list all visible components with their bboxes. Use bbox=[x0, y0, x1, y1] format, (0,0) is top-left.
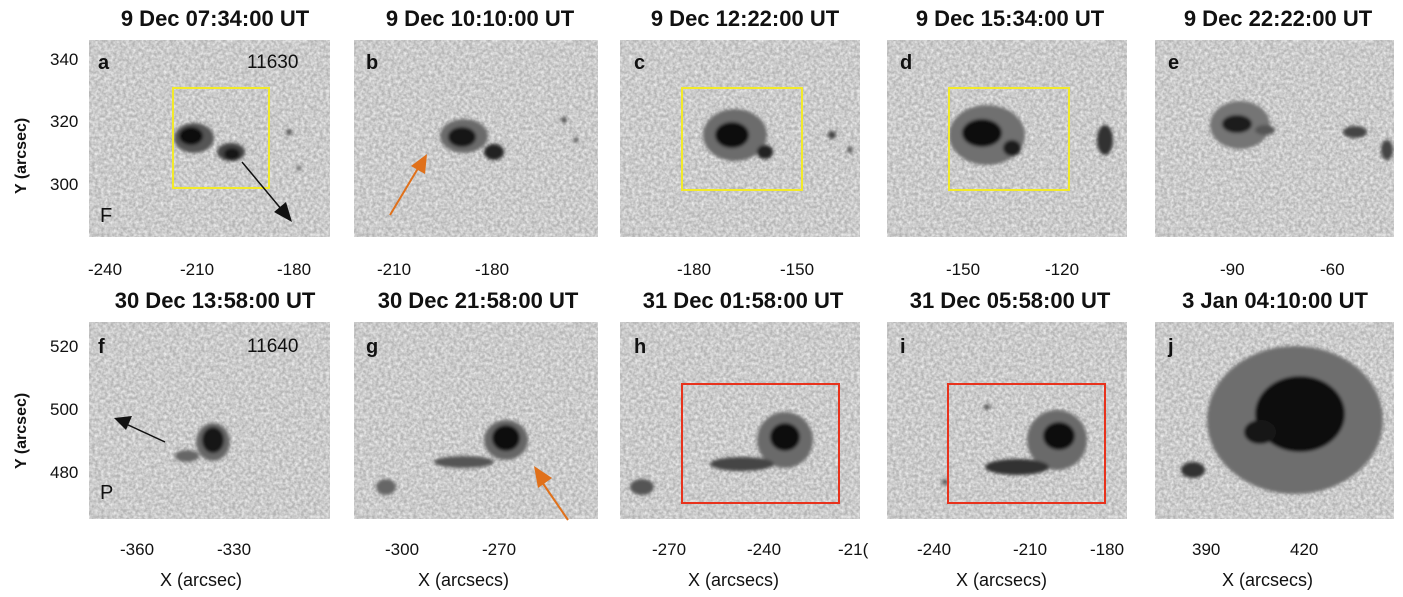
panel-title-h: 31 Dec 01:58:00 UT bbox=[642, 288, 844, 313]
sunspot-image-f bbox=[89, 322, 330, 519]
x-tick: -180 bbox=[1090, 540, 1125, 559]
x-tick: -180 bbox=[475, 260, 510, 279]
panel-title-b: 9 Dec 10:10:00 UT bbox=[385, 6, 575, 31]
panel-letter-i: i bbox=[900, 336, 906, 358]
yellow-box-c bbox=[681, 87, 803, 191]
panel-title-g: 30 Dec 21:58:00 UT bbox=[377, 288, 579, 313]
sunspot-graphic-j bbox=[1155, 322, 1394, 519]
panel-title-c: 9 Dec 12:22:00 UT bbox=[650, 6, 840, 31]
sunspot-graphic-c bbox=[620, 40, 860, 237]
x-tick: -300 bbox=[385, 540, 420, 559]
x-axis-label-h: X (arcsecs) bbox=[688, 570, 780, 590]
panel-letter-e: e bbox=[1168, 52, 1180, 74]
sunspot-graphic-g bbox=[354, 322, 598, 519]
sunspot-image-h bbox=[620, 322, 860, 519]
red-box-h bbox=[681, 383, 840, 504]
sunspot-graphic-h bbox=[620, 322, 860, 519]
yellow-box-a bbox=[172, 87, 270, 189]
panel-title-a: 9 Dec 07:34:00 UT bbox=[120, 6, 310, 31]
sunspot-image-d bbox=[887, 40, 1127, 237]
y-tick: 300 bbox=[50, 175, 79, 194]
panel-letter-g: g bbox=[366, 336, 379, 358]
x-tick: -60 bbox=[1320, 260, 1345, 279]
panel-letter-d: d bbox=[900, 52, 913, 74]
sunspot-image-i bbox=[887, 322, 1127, 519]
x-tick: -180 bbox=[677, 260, 712, 279]
sunspot-image-e bbox=[1155, 40, 1394, 237]
red-box-i bbox=[947, 383, 1106, 504]
x-tick: -270 bbox=[482, 540, 517, 559]
sunspot-graphic-a bbox=[89, 40, 330, 237]
y-tick: 500 bbox=[50, 400, 79, 419]
yellow-box-d bbox=[948, 87, 1070, 191]
sunspot-image-b bbox=[354, 40, 598, 237]
y-tick: 480 bbox=[50, 463, 79, 482]
panel-title-f: 30 Dec 13:58:00 UT bbox=[114, 288, 316, 313]
x-tick: 390 bbox=[1192, 540, 1221, 559]
orange-arrow-g bbox=[534, 466, 569, 521]
sunspot-graphic-d bbox=[887, 40, 1127, 237]
x-tick: -210 bbox=[377, 260, 412, 279]
x-tick: -120 bbox=[1045, 260, 1080, 279]
panel-letter-j: j bbox=[1168, 336, 1174, 358]
active-region-number: 11630 bbox=[247, 52, 299, 73]
panel-title-i: 31 Dec 05:58:00 UT bbox=[909, 288, 1111, 313]
panel-letter-c: c bbox=[634, 52, 646, 74]
x-axis-label-j: X (arcsecs) bbox=[1222, 570, 1314, 590]
y-tick: 320 bbox=[50, 112, 79, 131]
y-tick: 340 bbox=[50, 50, 79, 69]
x-tick: -330 bbox=[217, 540, 252, 559]
x-tick: -90 bbox=[1220, 260, 1245, 279]
panel-title-j: 3 Jan 04:10:00 UT bbox=[1182, 288, 1368, 313]
x-tick: -270 bbox=[652, 540, 687, 559]
x-tick: -360 bbox=[120, 540, 155, 559]
orange-arrow-b bbox=[389, 154, 427, 216]
black-arrow-a bbox=[241, 161, 292, 222]
active-region-number: 11640 bbox=[247, 336, 299, 357]
x-tick: -150 bbox=[946, 260, 981, 279]
sunspot-image-a bbox=[89, 40, 330, 237]
x-tick: -210 bbox=[180, 260, 215, 279]
x-tick: -150 bbox=[780, 260, 815, 279]
sunspot-graphic-b bbox=[354, 40, 598, 237]
x-tick: -21( bbox=[838, 540, 869, 559]
panel-letter-a: a bbox=[98, 52, 110, 74]
panel-letter-f: f bbox=[98, 336, 105, 358]
polarity-label: F bbox=[100, 205, 113, 227]
x-tick: -180 bbox=[277, 260, 312, 279]
panel-title-e: 9 Dec 22:22:00 UT bbox=[1183, 6, 1373, 31]
black-arrow-f bbox=[114, 416, 166, 443]
sunspot-graphic-i bbox=[887, 322, 1127, 519]
sunspot-image-j bbox=[1155, 322, 1394, 519]
x-tick: -240 bbox=[88, 260, 123, 279]
x-axis-label-f: X (arcsec) bbox=[160, 570, 243, 590]
panel-letter-h: h bbox=[634, 336, 647, 358]
polarity-label: P bbox=[100, 482, 114, 504]
y-axis-label-bottom: Y (arcsec) bbox=[13, 392, 30, 469]
y-axis-label-top: Y (arcsec) bbox=[13, 117, 30, 194]
x-axis-label-i: X (arcsecs) bbox=[956, 570, 1048, 590]
panel-letter-b: b bbox=[366, 52, 379, 74]
x-tick: -240 bbox=[917, 540, 952, 559]
sunspot-image-g bbox=[354, 322, 598, 519]
x-tick: -240 bbox=[747, 540, 782, 559]
x-tick: -210 bbox=[1013, 540, 1048, 559]
y-tick: 520 bbox=[50, 337, 79, 356]
x-axis-label-g: X (arcsecs) bbox=[418, 570, 510, 590]
panel-title-d: 9 Dec 15:34:00 UT bbox=[915, 6, 1105, 31]
sunspot-image-c bbox=[620, 40, 860, 237]
x-tick: 420 bbox=[1290, 540, 1319, 559]
sunspot-graphic-e bbox=[1155, 40, 1394, 237]
